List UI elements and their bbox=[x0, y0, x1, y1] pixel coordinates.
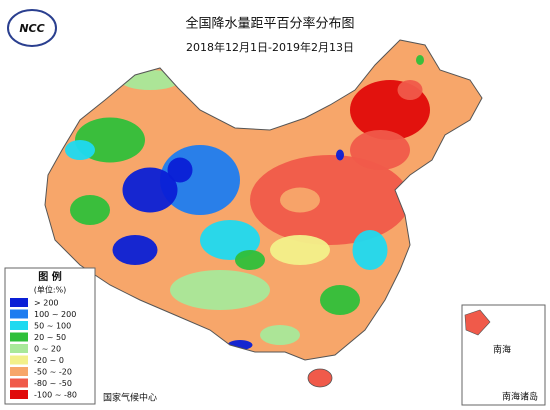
field-region bbox=[260, 325, 300, 345]
legend-label: -50 ~ -20 bbox=[34, 368, 72, 377]
legend-title: 图 例 bbox=[38, 270, 61, 283]
logo: NCC bbox=[7, 9, 57, 47]
legend-label: 100 ~ 200 bbox=[34, 310, 76, 319]
legend-label: > 200 bbox=[34, 299, 59, 308]
legend-label: -100 ~ -80 bbox=[34, 391, 77, 400]
legend-swatch bbox=[10, 298, 28, 307]
legend-label: 50 ~ 100 bbox=[34, 322, 71, 331]
field-region bbox=[270, 235, 330, 265]
map-subtitle: 2018年12月1日-2019年2月13日 bbox=[186, 40, 354, 54]
legend-swatch bbox=[10, 309, 28, 319]
legend-swatch bbox=[10, 355, 28, 365]
field-region bbox=[200, 220, 260, 260]
field-region bbox=[336, 149, 344, 161]
legend-swatch bbox=[10, 321, 28, 330]
field-region bbox=[320, 285, 360, 315]
legend-label: 0 ~ 20 bbox=[34, 345, 61, 354]
legend-swatch bbox=[10, 378, 28, 388]
source-label: 国家气候中心 bbox=[103, 392, 157, 404]
legend-label: -20 ~ 0 bbox=[34, 356, 64, 365]
field-region bbox=[167, 157, 193, 183]
inset-title: 南海诸岛 bbox=[502, 391, 538, 403]
legend: 图 例 (单位:%) > 200 100 ~ 200 50 ~ 100 20 ~ 50… bbox=[4, 267, 96, 405]
legend-swatch bbox=[10, 390, 28, 399]
field-region bbox=[350, 130, 410, 170]
legend-swatch bbox=[10, 344, 28, 353]
hainan bbox=[307, 368, 333, 388]
field-region bbox=[65, 140, 95, 160]
field-region bbox=[280, 187, 320, 213]
field-region bbox=[112, 235, 158, 265]
legend-unit: (单位:%) bbox=[34, 285, 67, 295]
inset-coast bbox=[464, 309, 491, 336]
map-title: 全国降水量距平百分率分布图 bbox=[185, 16, 354, 32]
legend-swatch bbox=[10, 367, 28, 376]
field-region bbox=[235, 250, 265, 270]
field-region bbox=[170, 270, 270, 310]
logo-text: NCC bbox=[19, 22, 44, 35]
legend-label: 20 ~ 50 bbox=[34, 333, 66, 342]
field-region bbox=[70, 195, 110, 225]
inset: 南海 南海诸岛 bbox=[461, 304, 546, 406]
field-region bbox=[250, 155, 410, 245]
legend-swatch bbox=[10, 332, 28, 342]
inset-sea-label: 南海 bbox=[493, 344, 511, 356]
field-region bbox=[122, 167, 178, 213]
field-region bbox=[416, 55, 424, 65]
field-region bbox=[397, 80, 423, 100]
china-border bbox=[44, 39, 483, 361]
legend-label: -80 ~ -50 bbox=[34, 379, 72, 388]
legend-items: > 200 100 ~ 200 50 ~ 100 20 ~ 50 0 ~ 20 -20 ~… bbox=[10, 298, 77, 400]
field-region bbox=[352, 230, 388, 270]
